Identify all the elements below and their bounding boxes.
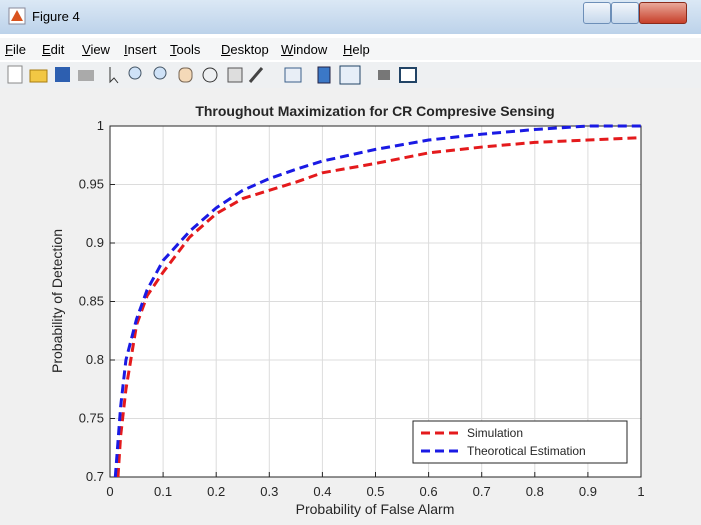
x-tick-label: 0.7 bbox=[473, 484, 491, 499]
y-tick-label: 0.75 bbox=[79, 411, 104, 426]
x-tick-label: 1 bbox=[637, 484, 644, 499]
menu-item[interactable]: Tools bbox=[170, 42, 201, 57]
y-axis-label: Probability of Detection bbox=[49, 229, 65, 373]
x-tick-label: 0.3 bbox=[260, 484, 278, 499]
app-icon bbox=[8, 7, 26, 25]
x-tick-label: 0.2 bbox=[207, 484, 225, 499]
x-tick-label: 0.1 bbox=[154, 484, 172, 499]
maximize-button[interactable] bbox=[611, 2, 639, 24]
menu-bar: File Edit View Insert Tools Desktop Window Help bbox=[0, 38, 701, 60]
minimize-button[interactable] bbox=[583, 2, 611, 24]
title-bar: Figure 4 bbox=[0, 0, 701, 34]
tool-icons[interactable] bbox=[7, 65, 417, 85]
y-tick-label: 0.85 bbox=[79, 294, 104, 309]
menu-item[interactable]: Help bbox=[343, 42, 370, 57]
close-button[interactable] bbox=[639, 2, 687, 24]
y-tick-label: 0.7 bbox=[86, 469, 104, 484]
x-tick-label: 0.8 bbox=[526, 484, 544, 499]
menu-item[interactable]: Window bbox=[281, 42, 328, 57]
chart-title: Throughout Maximization for CR Compresiv… bbox=[195, 103, 554, 119]
y-tick-label: 0.8 bbox=[86, 352, 104, 367]
toolbar bbox=[0, 62, 701, 88]
x-tick-label: 0.5 bbox=[366, 484, 384, 499]
x-tick-label: 0 bbox=[106, 484, 113, 499]
menu-item[interactable]: Edit bbox=[42, 42, 65, 57]
y-tick-label: 0.9 bbox=[86, 235, 104, 250]
chart: Throughout Maximization for CR Compresiv… bbox=[0, 88, 701, 525]
y-tick-label: 1 bbox=[97, 118, 104, 133]
menu-item[interactable]: File bbox=[5, 42, 26, 57]
legend-box bbox=[412, 420, 628, 464]
axes-box bbox=[109, 125, 642, 478]
legend-label: Theorotical Estimation bbox=[467, 444, 586, 458]
data-line bbox=[116, 136, 642, 478]
x-tick-label: 0.6 bbox=[420, 484, 438, 499]
menu-item[interactable]: Insert bbox=[124, 42, 157, 57]
x-tick-label: 0.4 bbox=[313, 484, 331, 499]
window-title: Figure 4 bbox=[32, 9, 80, 24]
menu-item[interactable]: Desktop bbox=[221, 42, 269, 57]
y-tick-label: 0.95 bbox=[79, 177, 104, 192]
toolbar-icons bbox=[7, 65, 417, 85]
x-axis-label: Probability of False Alarm bbox=[296, 501, 455, 517]
data-line bbox=[113, 124, 641, 478]
menu-item[interactable]: View bbox=[82, 42, 110, 57]
legend-label: Simulation bbox=[467, 426, 523, 440]
x-tick-label: 0.9 bbox=[579, 484, 597, 499]
